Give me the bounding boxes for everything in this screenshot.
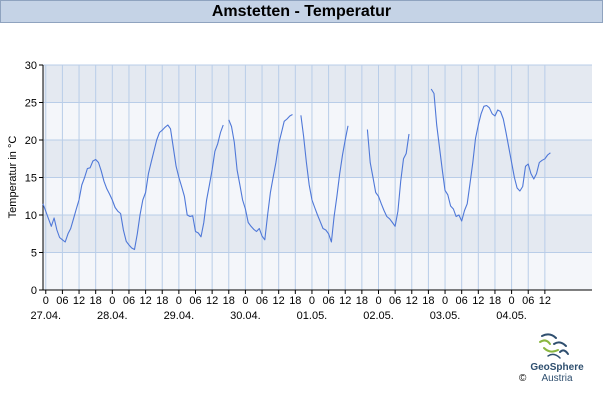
temperature-series	[42, 88, 551, 251]
axes	[39, 64, 592, 294]
x-tick-label: 18	[422, 295, 434, 307]
date-label: 04.05.	[496, 310, 527, 322]
x-tick-label: 0	[242, 295, 248, 307]
date-label: 27.04.	[30, 310, 61, 322]
x-tick-label: 06	[123, 295, 135, 307]
y-tick-label: 30	[25, 60, 37, 72]
x-tick-label: 12	[406, 295, 418, 307]
x-tick-label: 18	[156, 295, 168, 307]
x-tick-label: 0	[43, 295, 49, 307]
x-tick-label: 06	[456, 295, 468, 307]
plot-band	[43, 177, 592, 215]
x-tick-label: 06	[322, 295, 334, 307]
x-tick-label: 06	[256, 295, 268, 307]
y-tick-label: 20	[25, 135, 37, 147]
date-label: 29.04.	[164, 310, 195, 322]
x-tick-label: 0	[442, 295, 448, 307]
y-tick-label: 25	[25, 98, 37, 110]
x-tick-label: 0	[109, 295, 115, 307]
chart-title: Amstetten - Temperatur	[211, 2, 392, 20]
x-tick-label: 12	[206, 295, 218, 307]
x-tick-label: 18	[289, 295, 301, 307]
geosphere-logo-icon	[539, 333, 569, 359]
logo-name: GeoSphere	[530, 362, 584, 373]
x-tick-label: 18	[356, 295, 368, 307]
date-label: 01.05.	[297, 310, 328, 322]
x-tick-label: 12	[73, 295, 85, 307]
x-tick-label: 06	[389, 295, 401, 307]
x-tick-label: 0	[309, 295, 315, 307]
x-tick-label: 12	[472, 295, 484, 307]
date-label: 28.04.	[97, 310, 128, 322]
x-tick-label: 06	[522, 295, 534, 307]
y-tick-label: 5	[31, 248, 37, 260]
x-tick-label: 12	[539, 295, 551, 307]
x-tick-labels: 0 06 12 18 0 06 12 18 0 06 12 18 0 06 12 18 0 06 12 18 0 06 12…	[43, 295, 551, 307]
temperature-line-segment	[366, 129, 410, 227]
temperature-line-segment	[42, 124, 224, 251]
x-tick-label: 18	[489, 295, 501, 307]
chart-title-bar: Amstetten - Temperatur	[0, 0, 603, 23]
date-label: 02.05.	[363, 310, 394, 322]
x-tick-label: 06	[56, 295, 68, 307]
x-tick-label: 0	[176, 295, 182, 307]
x-tick-label: 12	[273, 295, 285, 307]
temperature-line-segment	[228, 114, 293, 241]
x-tick-label: 12	[339, 295, 351, 307]
logo-text: GeoSphere Austria	[522, 362, 592, 384]
vertical-gridlines	[45, 65, 546, 290]
copyright-symbol: ©	[519, 373, 527, 384]
y-axis-label: Temperatur in °C	[7, 136, 19, 219]
y-tick-label: 10	[25, 210, 37, 222]
date-label: 30.04.	[230, 310, 261, 322]
x-tick-label: 18	[90, 295, 102, 307]
date-label: 03.05.	[430, 310, 461, 322]
plot-band	[43, 65, 592, 103]
temperature-line-segment	[300, 115, 349, 243]
temperature-line-segment	[430, 88, 551, 222]
y-tick-label: 15	[25, 173, 37, 185]
plot-band	[43, 102, 592, 140]
date-labels: 27.04. 28.04. 29.04. 30.04. 01.05. 02.05. 03.0…	[30, 310, 526, 322]
plot-band	[43, 140, 592, 178]
x-tick-label: 12	[139, 295, 151, 307]
plot-bands	[43, 64, 592, 291]
plot-band	[43, 252, 592, 290]
y-tick-label: 0	[31, 285, 37, 297]
x-tick-label: 0	[375, 295, 381, 307]
x-tick-label: 06	[189, 295, 201, 307]
logo-subname: Austria	[541, 373, 573, 384]
x-tick-label: 18	[223, 295, 235, 307]
plot-band	[43, 215, 592, 253]
x-tick-label: 0	[509, 295, 515, 307]
y-tick-labels: 0 5 10 15 20 25 30	[25, 60, 37, 297]
